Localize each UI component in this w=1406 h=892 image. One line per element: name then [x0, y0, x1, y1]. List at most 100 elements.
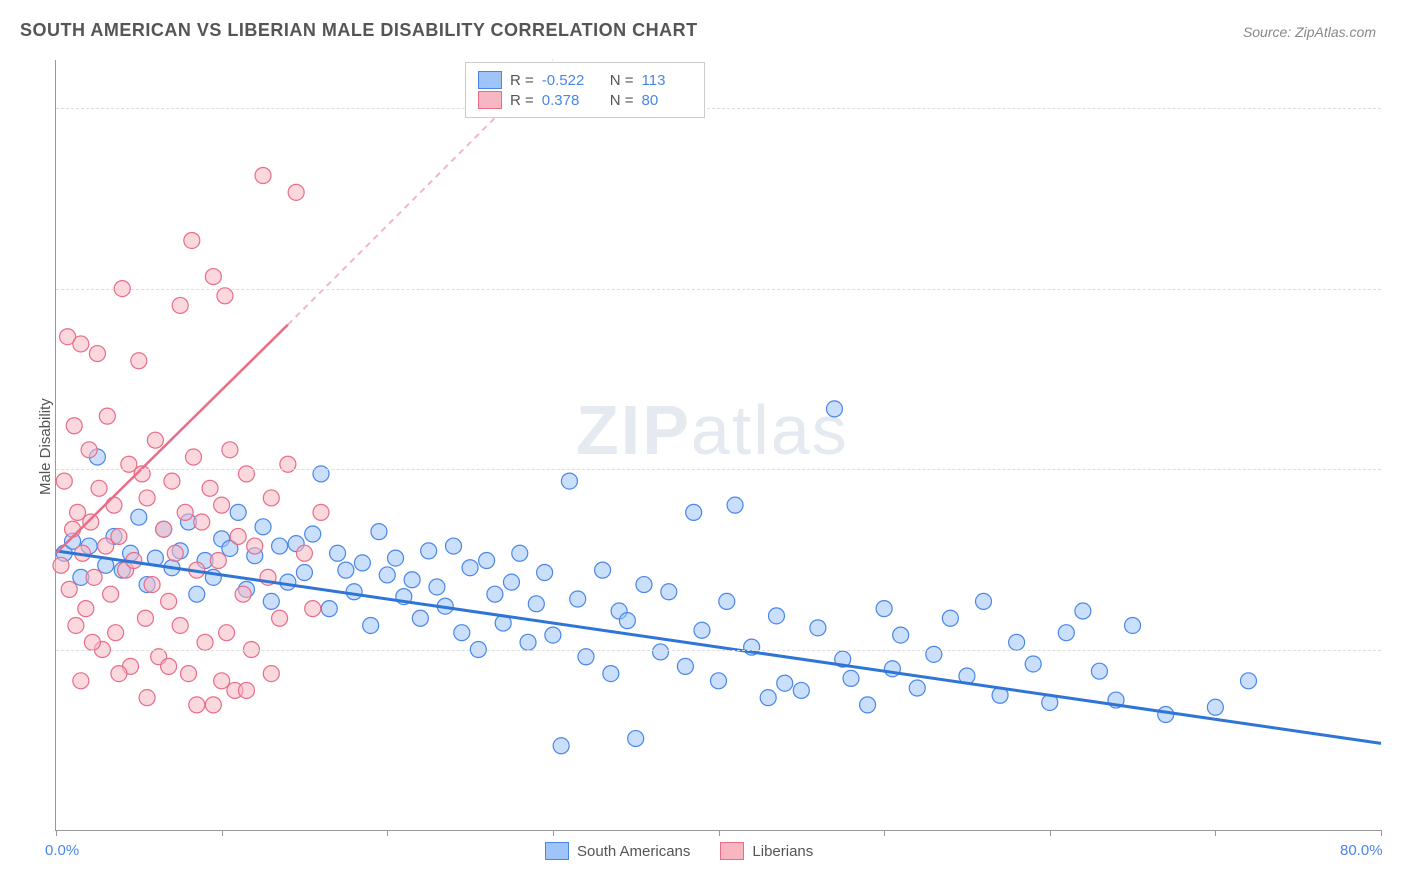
data-point	[860, 697, 876, 713]
y-tick-label: 22.5%	[1391, 280, 1406, 297]
data-point	[172, 297, 188, 313]
data-point	[131, 353, 147, 369]
data-point	[66, 418, 82, 434]
data-point	[1207, 699, 1223, 715]
data-point	[711, 673, 727, 689]
data-point	[189, 697, 205, 713]
data-point	[214, 497, 230, 513]
data-point	[161, 658, 177, 674]
data-point	[719, 593, 735, 609]
y-axis-label: Male Disability	[37, 398, 54, 495]
data-point	[56, 473, 72, 489]
data-point	[570, 591, 586, 607]
data-point	[184, 232, 200, 248]
x-axis-origin-label: 0.0%	[45, 842, 79, 859]
data-point	[98, 538, 114, 554]
data-point	[177, 504, 193, 520]
legend-swatch	[478, 71, 502, 89]
r-value: 0.378	[542, 92, 592, 109]
data-point	[305, 526, 321, 542]
data-point	[545, 627, 561, 643]
data-point	[131, 509, 147, 525]
data-point	[81, 442, 97, 458]
data-point	[1025, 656, 1041, 672]
data-point	[222, 442, 238, 458]
chart-title: SOUTH AMERICAN VS LIBERIAN MALE DISABILI…	[20, 20, 698, 41]
data-point	[537, 565, 553, 581]
data-point	[561, 473, 577, 489]
data-point	[371, 524, 387, 540]
data-point	[363, 617, 379, 633]
data-point	[247, 538, 263, 554]
data-point	[156, 521, 172, 537]
data-point	[111, 666, 127, 682]
legend-stats: R =-0.522N =113R = 0.378N =80	[465, 62, 705, 118]
data-point	[768, 608, 784, 624]
data-point	[777, 675, 793, 691]
data-point	[73, 673, 89, 689]
data-point	[172, 617, 188, 633]
data-point	[144, 577, 160, 593]
data-point	[628, 731, 644, 747]
data-point	[185, 449, 201, 465]
legend-series-label: South Americans	[577, 843, 690, 860]
legend-swatch	[545, 842, 569, 860]
legend-series-item: Liberians	[720, 842, 813, 860]
data-point	[106, 497, 122, 513]
gridline	[56, 108, 1381, 109]
legend-series: South Americans Liberians	[545, 842, 813, 860]
data-point	[272, 538, 288, 554]
data-point	[263, 490, 279, 506]
data-point	[1241, 673, 1257, 689]
data-point	[942, 610, 958, 626]
data-point	[338, 562, 354, 578]
data-point	[810, 620, 826, 636]
data-point	[235, 586, 251, 602]
data-point	[167, 545, 183, 561]
x-tick	[1215, 830, 1216, 836]
legend-series-label: Liberians	[752, 843, 813, 860]
scatter-plot	[56, 60, 1381, 830]
n-value: 80	[642, 92, 692, 109]
data-point	[139, 490, 155, 506]
data-point	[205, 269, 221, 285]
data-point	[379, 567, 395, 583]
data-point	[421, 543, 437, 559]
data-point	[388, 550, 404, 566]
n-label: N =	[610, 72, 634, 89]
data-point	[1009, 634, 1025, 650]
gridline	[56, 650, 1381, 651]
x-tick	[222, 830, 223, 836]
y-tick-label: 7.5%	[1391, 641, 1406, 658]
r-label: R =	[510, 72, 534, 89]
chart-area: ZIPatlas 7.5%15.0%22.5%30.0%	[55, 60, 1381, 831]
y-tick-label: 30.0%	[1391, 100, 1406, 117]
gridline	[56, 469, 1381, 470]
data-point	[111, 528, 127, 544]
data-point	[619, 613, 635, 629]
data-point	[73, 336, 89, 352]
data-point	[636, 577, 652, 593]
x-tick	[1381, 830, 1382, 836]
data-point	[653, 644, 669, 660]
x-tick	[719, 830, 720, 836]
data-point	[446, 538, 462, 554]
data-point	[255, 168, 271, 184]
data-point	[238, 682, 254, 698]
r-value: -0.522	[542, 72, 592, 89]
data-point	[909, 680, 925, 696]
data-point	[83, 514, 99, 530]
data-point	[603, 666, 619, 682]
data-point	[147, 432, 163, 448]
x-tick	[387, 830, 388, 836]
data-point	[313, 504, 329, 520]
data-point	[219, 625, 235, 641]
data-point	[1091, 663, 1107, 679]
data-point	[429, 579, 445, 595]
data-point	[84, 634, 100, 650]
data-point	[194, 514, 210, 530]
data-point	[520, 634, 536, 650]
data-point	[99, 408, 115, 424]
data-point	[108, 625, 124, 641]
data-point	[189, 586, 205, 602]
